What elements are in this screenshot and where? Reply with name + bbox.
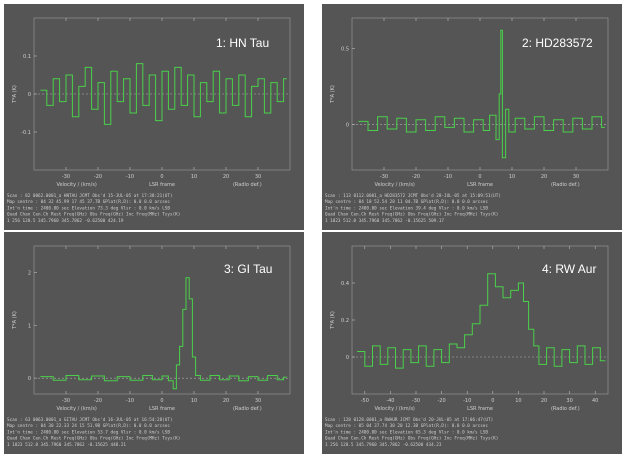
scan-header-line: Quad Chan Cen.Ch Rest Freq(GHz) Obs Freq…: [325, 212, 498, 218]
x-axis-label: LSR frame: [467, 406, 493, 412]
scan-header-line: Map centre : 04 30 22.33 24 15 51.9B GPl…: [7, 423, 170, 429]
plot-label-4: 4: RW Aur: [542, 262, 597, 276]
scan-header-line: 1 256 128.5 345.7960 345.7862 -0.62500 4…: [7, 218, 124, 224]
spectrum-series: [358, 29, 605, 159]
scan-header-line: Scan : 128 0128.0001_a RWAUR JCMT Obs'd …: [325, 417, 493, 423]
spectrum-chart-3: -30 -20 -10 0 10 20 30 0 1 2 T*A (K) Velocity / (km…: [7, 245, 291, 448]
x-tick-label: 30: [573, 174, 579, 180]
x-tick-label: -20: [438, 398, 446, 404]
x-axis-label: Velocity / (km/s): [56, 182, 96, 188]
x-tick-label: -30: [412, 398, 420, 404]
spectrum-series: [40, 63, 287, 125]
y-tick-label: 0: [346, 122, 349, 128]
scan-header-line: Quad Chan Cen.Ch Rest Freq(GHz) Obs Freq…: [7, 436, 180, 442]
x-axis-label: LSR frame: [149, 406, 175, 412]
x-tick-label: -50: [361, 398, 369, 404]
x-tick-label: -20: [94, 398, 102, 404]
plot-label-2: 2: HD283572: [522, 36, 593, 50]
spectrum-series: [40, 277, 287, 390]
y-axis-label: T*A (K): [12, 311, 18, 330]
x-tick-label: 30: [255, 398, 261, 404]
scan-header-line: 1 1023 512.0 345.7960 345.7862 -0.15625 …: [7, 442, 126, 448]
scan-header-line: Map centre : 04 32 45.99 17 45 37.7B GPl…: [7, 199, 170, 205]
x-tick-label: -30: [62, 398, 70, 404]
y-axis-label: T*A (K): [330, 85, 336, 104]
scan-header-line: Int'n time : 2400.00 sec Elevation 73.3 …: [7, 205, 170, 211]
x-tick-label: 10: [509, 174, 515, 180]
x-tick-label: -10: [463, 398, 471, 404]
x-tick-label: -10: [444, 174, 452, 180]
x-axis-label: LSR frame: [149, 182, 175, 188]
y-axis-label: T*A (K): [330, 311, 336, 330]
spectrum-panel-4: -50 -40 -30 -20 -10 0 10 20 30 40 0 0.2 0.4 T*A (K) Ve…: [322, 232, 622, 454]
x-tick-label: 20: [541, 398, 547, 404]
x-tick-label: -10: [126, 174, 134, 180]
x-tick-label: 30: [566, 398, 572, 404]
y-tick-label: 1: [28, 323, 31, 329]
x-tick-label: 10: [191, 398, 197, 404]
spectrum-panel-3: -30 -20 -10 0 10 20 30 0 1 2 T*A (K) Velocity / (km…: [4, 232, 304, 454]
spectrum-series: [357, 273, 606, 369]
y-tick-label: 0.5: [341, 46, 349, 52]
x-tick-label: 40: [592, 398, 598, 404]
x-tick-label: -20: [412, 174, 420, 180]
scan-header-line: Int'n time : 2400.00 sec Elevation 53.7 …: [7, 429, 170, 435]
scan-header-line: Quad Chan Cen.Ch Rest Freq(GHz) Obs Freq…: [7, 212, 180, 218]
spectrum-chart-2: -30 -20 -10 0 10 20 30 0 0.5 T*A (K) Velocity / (k…: [325, 17, 609, 224]
x-axis-label: (Radio def.): [233, 406, 262, 412]
y-tick-label: 0: [346, 355, 349, 361]
x-axis-label: Velocity / (km/s): [374, 406, 414, 412]
spectrum-panel-2: -30 -20 -10 0 10 20 30 0 0.5 T*A (K) Velocity / (k…: [322, 4, 622, 230]
x-axis-label: (Radio def.): [551, 406, 580, 412]
scan-header-line: Int'n time : 2400.00 sec Elevation 65.3 …: [325, 429, 488, 435]
x-tick-label: 20: [223, 174, 229, 180]
spectrum-panel-1: -30 -20 -10 0 10 20 30 -0.1 0 0.1 T*A (K) Velocity …: [4, 4, 304, 230]
y-tick-label: 0: [28, 376, 31, 382]
x-axis-label: (Radio def.): [551, 182, 580, 188]
scan-header-line: 1 1023 512.0 345.7960 345.7862 -0.15625 …: [325, 218, 444, 224]
scan-header-line: Scan : 113 0112.0001_a HD283572 JCMT Obs…: [325, 193, 501, 199]
scan-header-line: Scan : 63 0063.0001_a GITAU JCMT Obs'd 1…: [7, 417, 173, 423]
scan-header-line: Quad Chan Cen.Ch Rest Freq(GHz) Obs Freq…: [325, 436, 498, 442]
x-tick-label: 10: [191, 174, 197, 180]
y-tick-label: 2: [28, 270, 31, 276]
plot-label-1: 1: HN Tau: [216, 36, 270, 50]
scan-header-line: Int'n time : 2400.00 sec Elevation 39.4 …: [325, 205, 488, 211]
y-tick-label: -0.1: [21, 130, 31, 136]
x-axis-label: Velocity / (km/s): [56, 406, 96, 412]
y-tick-label: 0: [28, 92, 31, 98]
x-tick-label: 0: [160, 174, 163, 180]
y-tick-label: 0.2: [341, 318, 349, 324]
x-tick-label: 10: [515, 398, 521, 404]
scan-header-line: Map centre : 05 04 37.74 30 20 12.3B GPl…: [325, 423, 488, 429]
spectrum-chart-4: -50 -40 -30 -20 -10 0 10 20 30 40 0 0.2 0.4 T*A (K) Ve…: [325, 245, 609, 448]
x-tick-label: -20: [94, 174, 102, 180]
y-tick-label: 0.1: [23, 54, 31, 60]
x-tick-label: -40: [386, 398, 394, 404]
y-tick-label: 0.4: [341, 281, 349, 287]
x-axis-label: Velocity / (km/s): [374, 182, 414, 188]
x-tick-label: 20: [223, 398, 229, 404]
x-tick-label: -30: [380, 174, 388, 180]
x-tick-label: 0: [160, 398, 163, 404]
spectrum-chart-1: -30 -20 -10 0 10 20 30 -0.1 0 0.1 T*A (K) Velocity …: [7, 17, 291, 224]
x-tick-label: -10: [126, 398, 134, 404]
x-tick-label: -30: [62, 174, 70, 180]
x-axis-label: (Radio def.): [233, 182, 262, 188]
scan-header-line: Scan : 82 0062.0001_a HNTAU JCMT Obs'd 1…: [7, 193, 173, 199]
plot-label-3: 3: GI Tau: [224, 262, 273, 276]
x-tick-label: 0: [491, 398, 494, 404]
x-tick-label: 30: [255, 174, 261, 180]
scan-header-line: 1 256 128.5 345.7960 345.7862 -0.62500 4…: [325, 442, 442, 448]
x-axis-label: LSR frame: [467, 182, 493, 188]
y-axis-label: T*A (K): [12, 85, 18, 104]
x-tick-label: 0: [478, 174, 481, 180]
scan-header-line: Map centre : 04 18 52.54 28 11 04.7B GPl…: [325, 199, 488, 205]
x-tick-label: 20: [541, 174, 547, 180]
